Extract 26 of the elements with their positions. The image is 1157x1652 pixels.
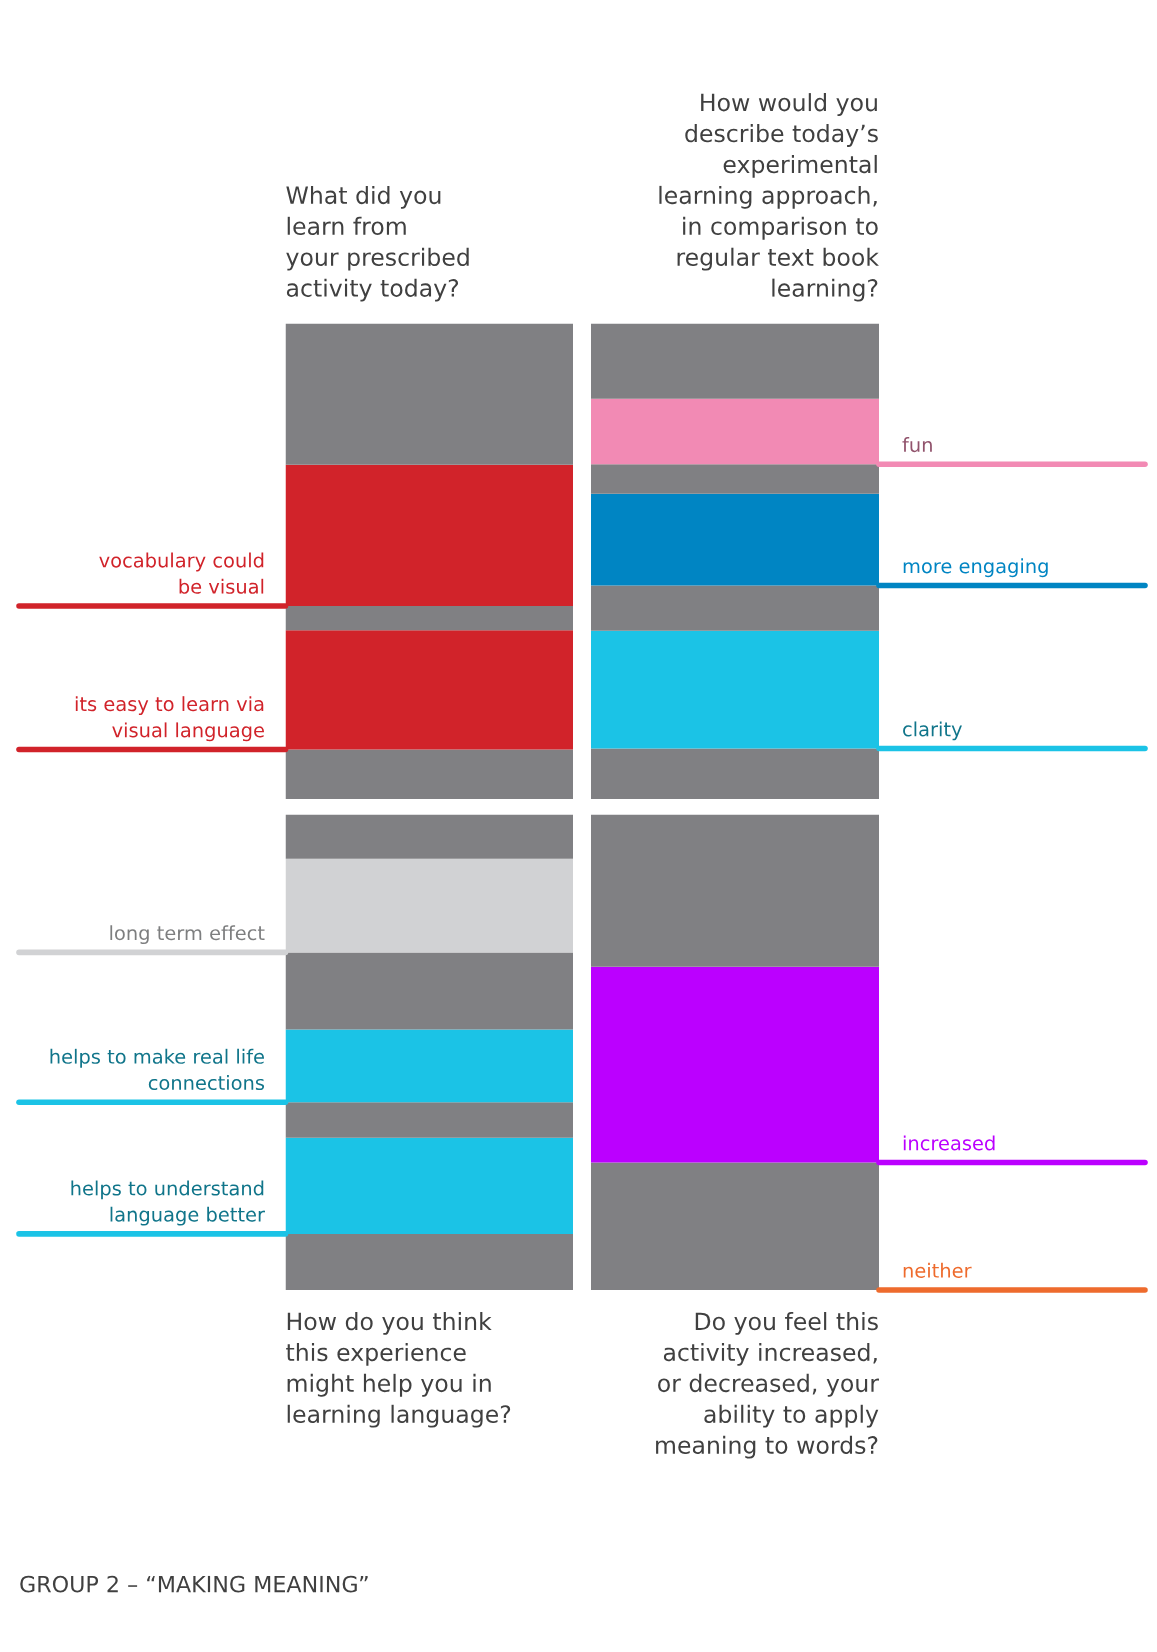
bar <box>285 814 573 859</box>
bar <box>591 464 879 494</box>
series-label: vocabulary could be visual <box>99 552 264 594</box>
bar <box>285 605 573 631</box>
series-label: more engaging <box>903 558 1048 578</box>
series-label: its easy to learn via visual language <box>75 696 264 742</box>
text: How do you think this experience might help you in learning language? <box>286 1312 511 1428</box>
chart-title: How would you describe today’s experimental learning approach, in comparison to regular text book learning? <box>659 93 879 302</box>
bar <box>285 323 573 465</box>
bar <box>591 748 879 799</box>
bar <box>591 585 879 631</box>
legend-label: neither <box>903 1262 972 1278</box>
series-label: increased <box>903 1135 995 1151</box>
series-label: fun <box>902 437 932 453</box>
text: Do you feel this activity increased, or decreased, your ability to apply meaning to words? <box>656 1312 879 1459</box>
bar <box>285 1233 573 1290</box>
series-label: clarity <box>903 721 962 741</box>
chart-title: What did you learn from your prescribed activity today? <box>286 185 469 302</box>
text: GROUP 2 – “MAKING MEANING” <box>20 1575 368 1593</box>
series-label: helps to make real life connections <box>50 1048 265 1091</box>
bar <box>285 1102 573 1138</box>
bar <box>285 749 573 799</box>
series-label: helps to understand language better <box>71 1180 265 1226</box>
bar <box>285 952 573 1030</box>
bar <box>591 323 879 399</box>
series-label: long term effect <box>110 925 265 945</box>
